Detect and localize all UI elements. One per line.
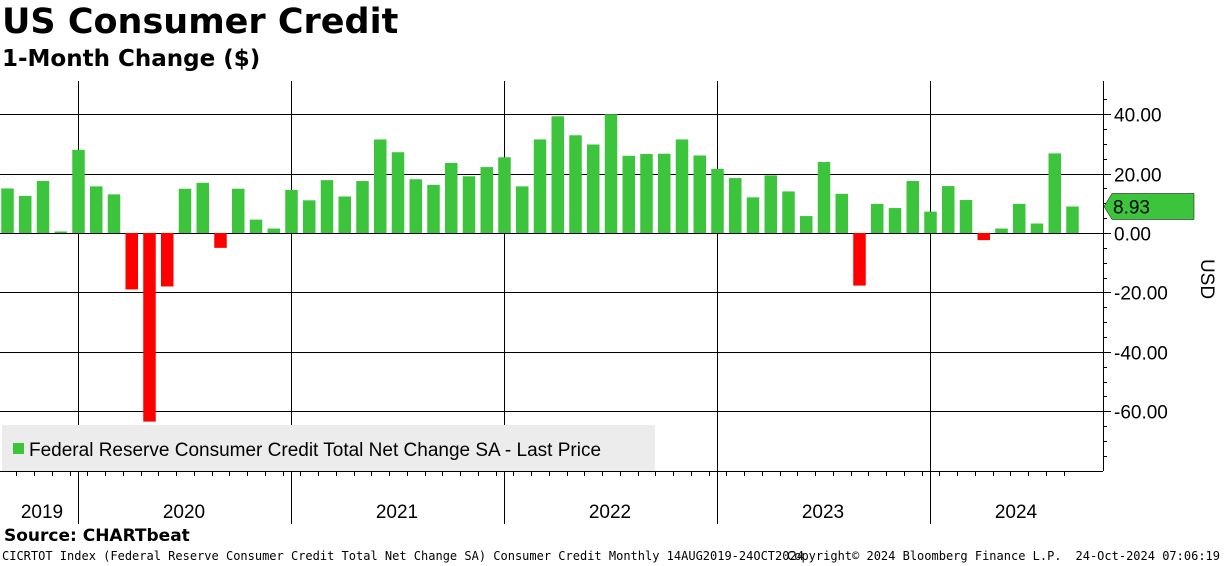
last-value-tag — [1103, 193, 1195, 220]
legend-swatch — [13, 443, 24, 454]
bar — [249, 219, 263, 233]
bar — [817, 162, 831, 233]
bar — [764, 175, 777, 233]
bar — [214, 233, 227, 248]
bar — [1048, 153, 1061, 233]
bar — [729, 178, 742, 234]
bar — [161, 233, 174, 287]
bar — [125, 233, 138, 290]
last-value-marker: 8.93 — [1103, 193, 1195, 220]
y-tick-label: -60.00 — [1114, 403, 1168, 424]
security-description: CICRTOT Index (Federal Reserve Consumer … — [2, 549, 804, 563]
timestamp: 24-Oct-2024 07:06:19 — [1075, 549, 1221, 563]
last-value-label: 8.93 — [1113, 198, 1150, 219]
bar — [995, 228, 1008, 233]
bar — [1013, 203, 1026, 233]
x-year-label: 2020 — [163, 502, 205, 523]
bar — [711, 168, 724, 233]
bar — [924, 211, 937, 233]
bar — [533, 139, 547, 233]
bar — [675, 139, 689, 233]
y-axis-title: USD — [1196, 259, 1217, 299]
y-tick-label: 40.00 — [1114, 106, 1162, 127]
x-year-label: 2022 — [589, 502, 631, 523]
chart-title: US Consumer Credit — [2, 2, 399, 42]
axis-layer: 40.00 20.00 0.00 -20.00 -40.00 -60.00 — [1103, 81, 1168, 471]
bar — [143, 233, 156, 422]
bar — [800, 216, 813, 233]
bar — [90, 186, 103, 233]
bar — [427, 184, 440, 233]
bar — [1030, 223, 1044, 233]
y-tick-label: 20.00 — [1114, 166, 1162, 187]
bar — [303, 200, 316, 233]
bar — [551, 116, 564, 233]
bar — [516, 186, 529, 233]
bar — [409, 179, 422, 233]
y-tick-label: -40.00 — [1114, 344, 1168, 365]
legend-label: Federal Reserve Consumer Credit Total Ne… — [29, 440, 601, 461]
bar — [693, 155, 706, 233]
bars-layer — [1, 114, 1079, 422]
bar — [391, 152, 405, 233]
y-tick-label: -20.00 — [1114, 284, 1168, 305]
bar — [888, 208, 902, 233]
x-year-label: 2021 — [376, 502, 418, 523]
legend: Federal Reserve Consumer Credit Total Ne… — [2, 425, 655, 471]
bar — [906, 181, 919, 234]
bar — [942, 186, 955, 233]
grid-layer — [0, 81, 1103, 471]
bar — [871, 203, 884, 233]
bar — [445, 162, 458, 233]
bar — [178, 188, 192, 233]
bar — [196, 182, 209, 233]
bar — [622, 155, 635, 233]
bar — [658, 153, 671, 233]
bar — [19, 195, 32, 234]
bar — [356, 181, 369, 234]
bar — [853, 233, 866, 286]
bar — [54, 231, 67, 233]
bar — [782, 191, 795, 233]
bar — [977, 233, 990, 241]
bar — [604, 114, 618, 233]
source-note: Source: CHARTbeat — [4, 526, 190, 546]
bar — [107, 194, 121, 233]
bar — [746, 197, 760, 233]
bar — [232, 188, 245, 233]
legend-background — [2, 425, 655, 471]
bar — [36, 181, 50, 234]
bar — [480, 167, 493, 233]
bar — [587, 144, 600, 233]
bar — [835, 193, 848, 233]
x-year-label: 2019 — [21, 502, 63, 523]
x-year-label: 2024 — [995, 502, 1038, 523]
y-tick-label: 0.00 — [1114, 225, 1151, 246]
bar — [338, 196, 351, 233]
chart-subtitle: 1-Month Change ($) — [2, 46, 261, 72]
bar — [285, 189, 298, 234]
bar — [320, 180, 334, 233]
x-year-label: 2023 — [802, 502, 844, 523]
bar — [640, 154, 653, 233]
copyright-note: Copyright© 2024 Bloomberg Finance L.P. — [787, 549, 1062, 563]
bar — [569, 135, 582, 233]
bar — [72, 149, 85, 233]
bar — [374, 139, 387, 233]
bar — [498, 157, 511, 233]
bar — [267, 228, 280, 233]
x-axis-layer: 2019 2020 2021 2022 2023 2024 — [0, 471, 1103, 524]
bar — [959, 200, 973, 233]
bar — [462, 176, 476, 233]
bar — [1, 188, 14, 233]
bar — [1066, 206, 1079, 233]
